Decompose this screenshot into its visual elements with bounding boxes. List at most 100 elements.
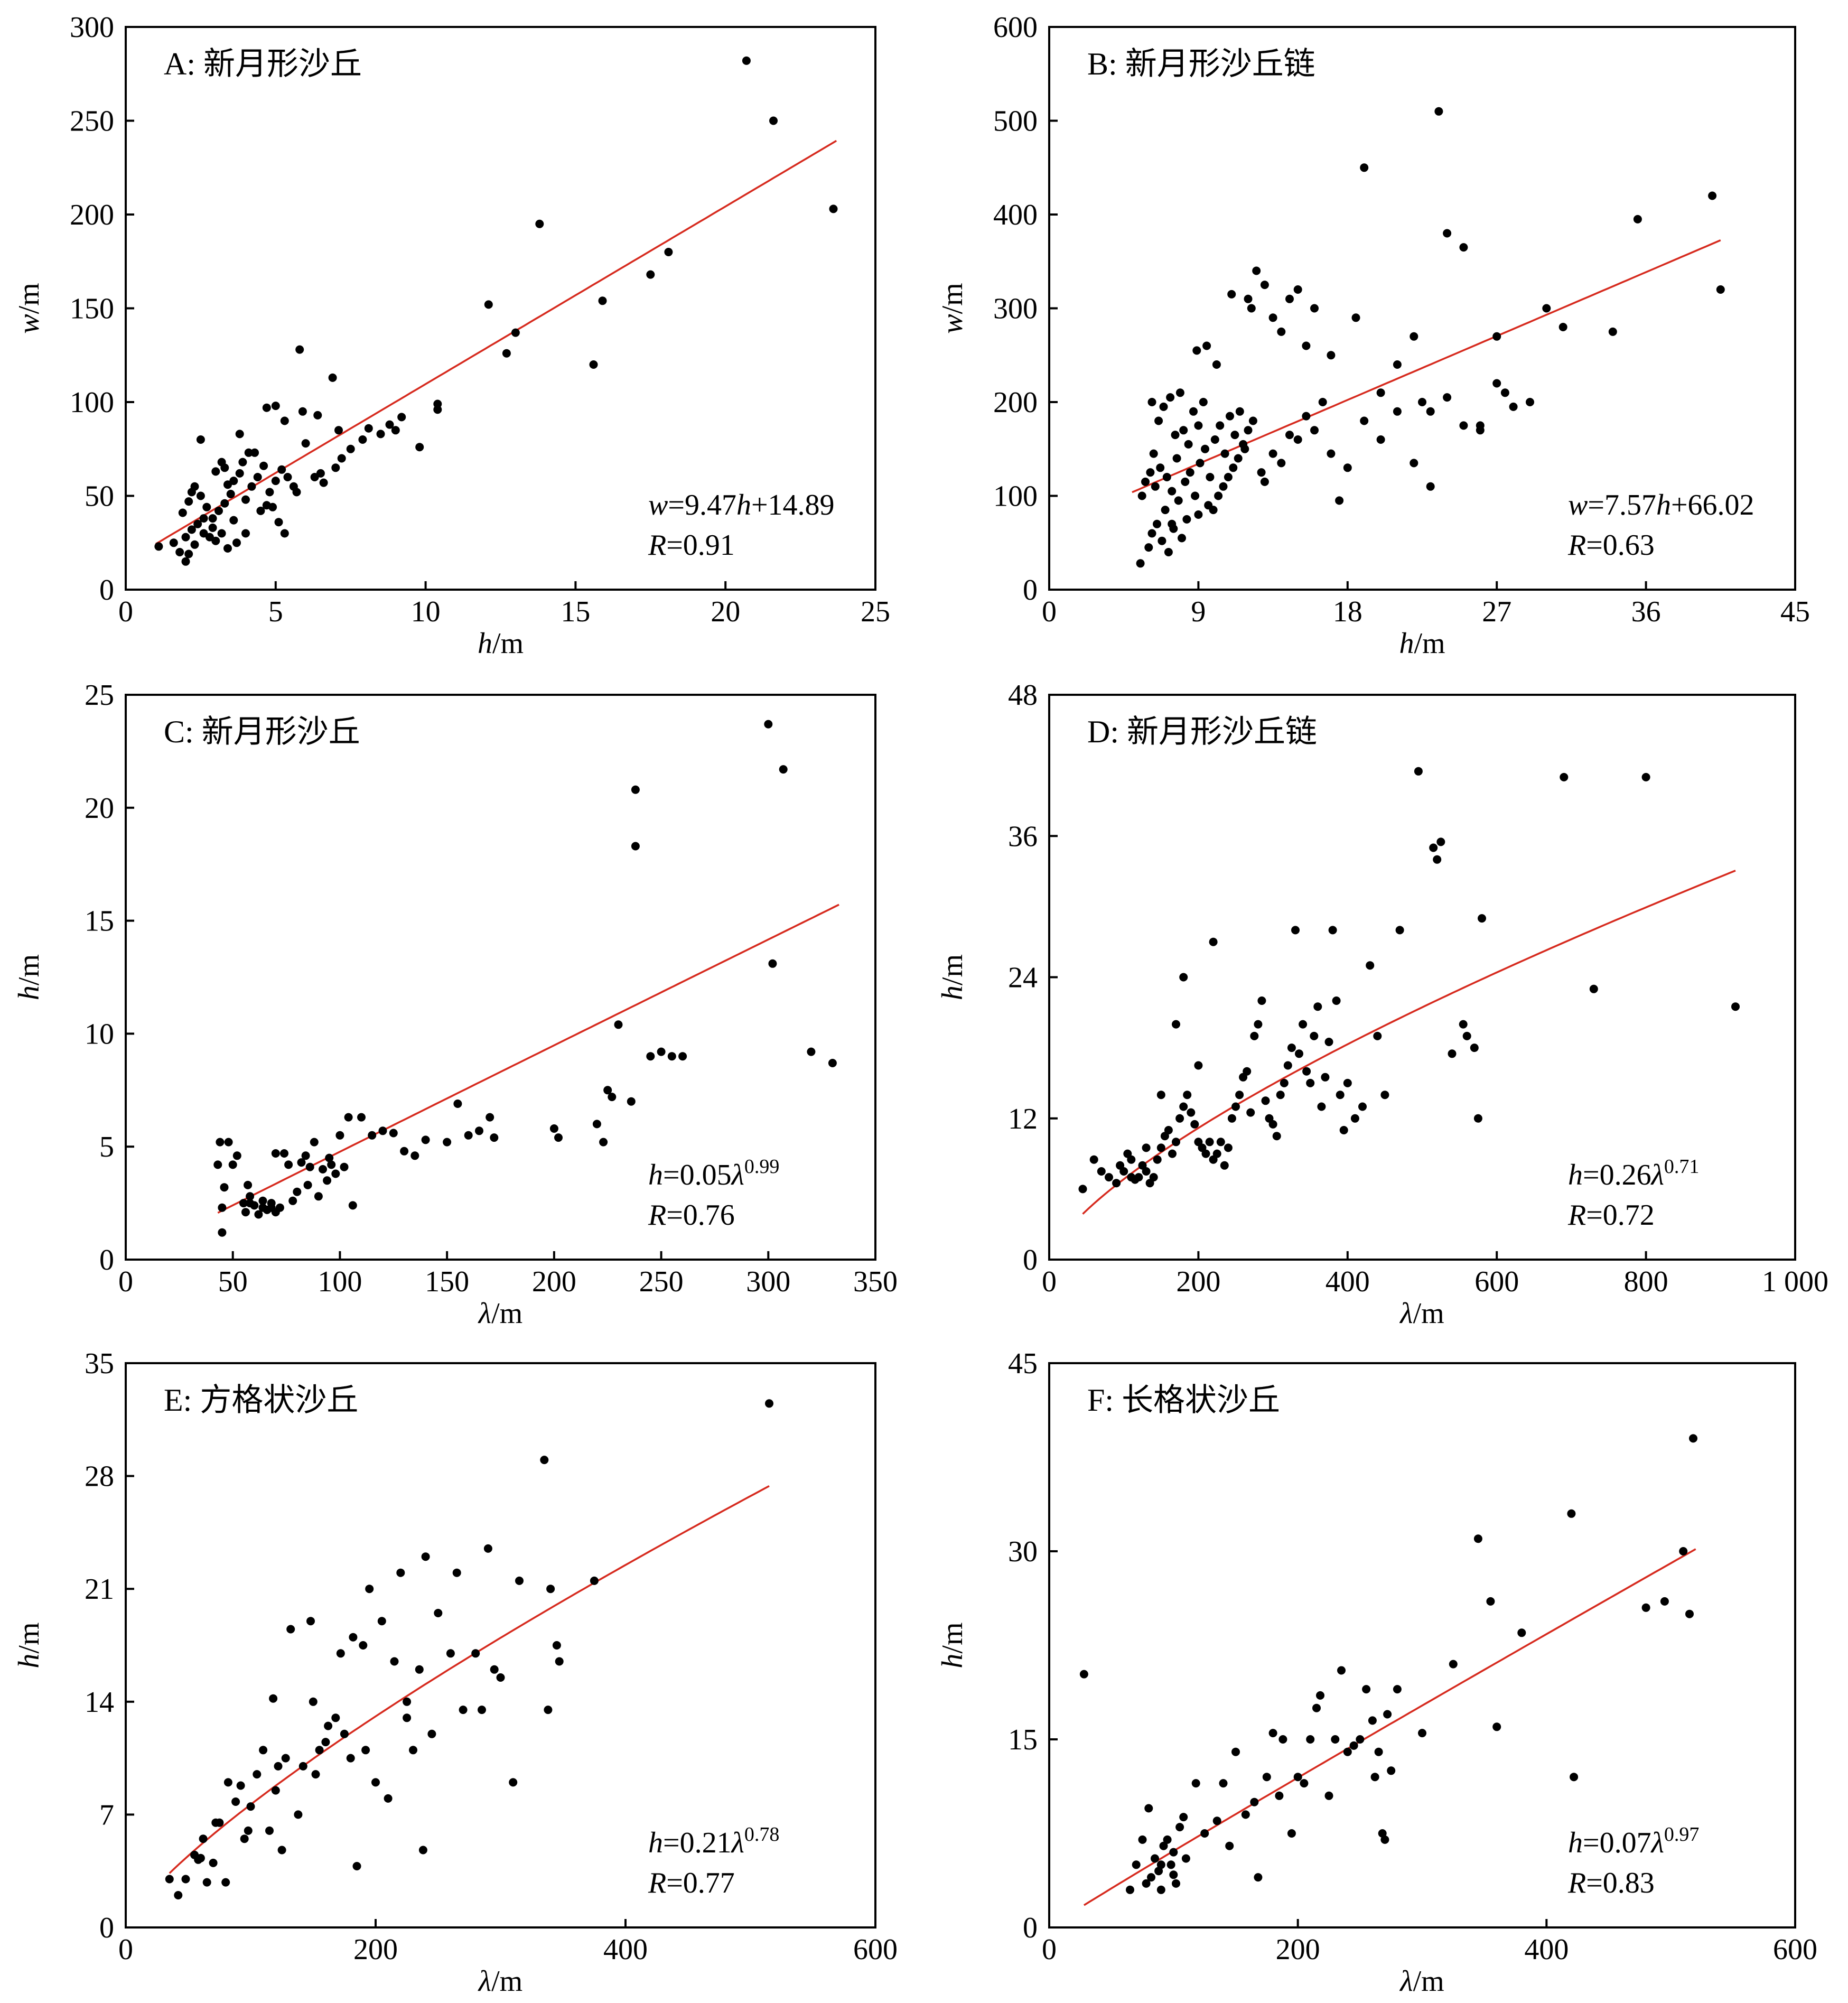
y-axis-label: h/m <box>13 1622 45 1668</box>
data-point <box>1393 407 1402 416</box>
data-point <box>1231 1747 1240 1756</box>
data-point <box>1426 407 1435 416</box>
data-point <box>228 1160 237 1169</box>
x-axis-variable: h <box>478 627 492 660</box>
fit-line <box>169 1485 770 1874</box>
data-point <box>199 1834 208 1843</box>
data-point <box>1426 482 1435 491</box>
y-tick-label: 0 <box>99 1244 114 1277</box>
data-point <box>271 1786 280 1795</box>
data-point <box>403 1697 412 1706</box>
data-point <box>1476 426 1485 435</box>
data-point <box>190 540 199 549</box>
data-point <box>418 1846 427 1855</box>
r-value: R=0.91 <box>648 529 735 562</box>
data-point <box>301 439 310 448</box>
data-point <box>213 1160 222 1169</box>
data-point <box>769 116 778 125</box>
data-point <box>1250 1031 1259 1040</box>
data-point <box>1558 323 1567 331</box>
x-tick-label: 400 <box>1326 1265 1370 1298</box>
data-point <box>1252 266 1261 275</box>
data-point <box>1277 327 1286 336</box>
data-point <box>486 1113 494 1122</box>
equation-part: w <box>1568 489 1588 521</box>
data-point <box>742 56 751 65</box>
data-point <box>1299 1020 1308 1029</box>
data-point <box>301 1151 310 1160</box>
data-point <box>281 1754 290 1763</box>
equation-part: =0.21 <box>663 1827 732 1859</box>
data-point <box>1312 1703 1321 1712</box>
x-tick-label: 5 <box>268 595 283 628</box>
x-tick-label: 250 <box>639 1265 684 1298</box>
y-tick-label: 21 <box>85 1573 114 1606</box>
data-point <box>1567 1509 1576 1518</box>
data-point <box>1608 327 1617 336</box>
data-point <box>275 1203 284 1212</box>
data-point <box>433 405 442 414</box>
r-value: R=0.76 <box>648 1199 735 1232</box>
y-tick-label: 300 <box>993 293 1038 325</box>
data-point <box>262 403 271 412</box>
data-point <box>1473 1534 1482 1543</box>
equation-part: λ <box>731 1827 744 1859</box>
data-point <box>325 1153 334 1162</box>
x-tick-label: 25 <box>861 595 890 628</box>
data-point <box>1310 1031 1319 1040</box>
data-point <box>1169 1870 1178 1879</box>
data-point <box>344 1113 353 1122</box>
x-axis-unit: /m <box>1413 1965 1444 1998</box>
equation-exponent: 0.97 <box>1664 1823 1700 1846</box>
equation-part: =0.05 <box>663 1159 732 1191</box>
data-point <box>1291 926 1300 935</box>
data-point <box>410 1151 419 1160</box>
data-point <box>1178 534 1186 543</box>
data-point <box>1216 421 1225 430</box>
data-point <box>1199 398 1208 406</box>
data-point <box>1449 1660 1458 1669</box>
data-point <box>1317 1102 1326 1111</box>
data-point <box>358 435 367 444</box>
data-point <box>1470 1044 1479 1052</box>
data-point <box>1184 440 1193 449</box>
data-point <box>1310 304 1319 313</box>
data-point <box>241 495 250 504</box>
data-point <box>1196 459 1205 468</box>
data-point <box>259 461 268 470</box>
data-point <box>1153 519 1161 528</box>
data-point <box>283 473 292 481</box>
data-point <box>1200 1829 1209 1838</box>
data-point <box>1383 1710 1392 1719</box>
x-tick-label: 15 <box>561 595 590 628</box>
data-point <box>1429 843 1438 852</box>
y-tick-label: 5 <box>99 1131 114 1163</box>
y-axis-unit: /m <box>13 283 45 314</box>
data-point <box>1418 1729 1426 1738</box>
data-point <box>1136 559 1145 568</box>
data-point <box>667 1052 676 1061</box>
data-point <box>246 1199 255 1208</box>
data-point <box>1295 1049 1303 1058</box>
data-point <box>409 1746 417 1755</box>
x-axis-unit: /m <box>491 1965 522 1998</box>
data-point <box>1201 1149 1210 1158</box>
data-point <box>490 1665 499 1674</box>
data-point <box>1434 107 1443 116</box>
y-axis-variable: w <box>13 314 45 333</box>
equation-part: =0.07 <box>1583 1827 1651 1859</box>
data-point <box>1509 402 1518 411</box>
x-axis-label: λ/m <box>478 1297 522 1330</box>
data-point <box>205 533 214 542</box>
data-point <box>220 463 229 472</box>
data-point <box>511 328 520 337</box>
y-axis-label: w/m <box>936 283 969 333</box>
data-point <box>434 1609 443 1617</box>
data-point <box>336 1649 345 1658</box>
r-symbol: R <box>1567 1199 1586 1232</box>
data-point <box>1161 506 1170 515</box>
data-point <box>1216 1138 1225 1147</box>
data-point <box>288 1196 297 1205</box>
